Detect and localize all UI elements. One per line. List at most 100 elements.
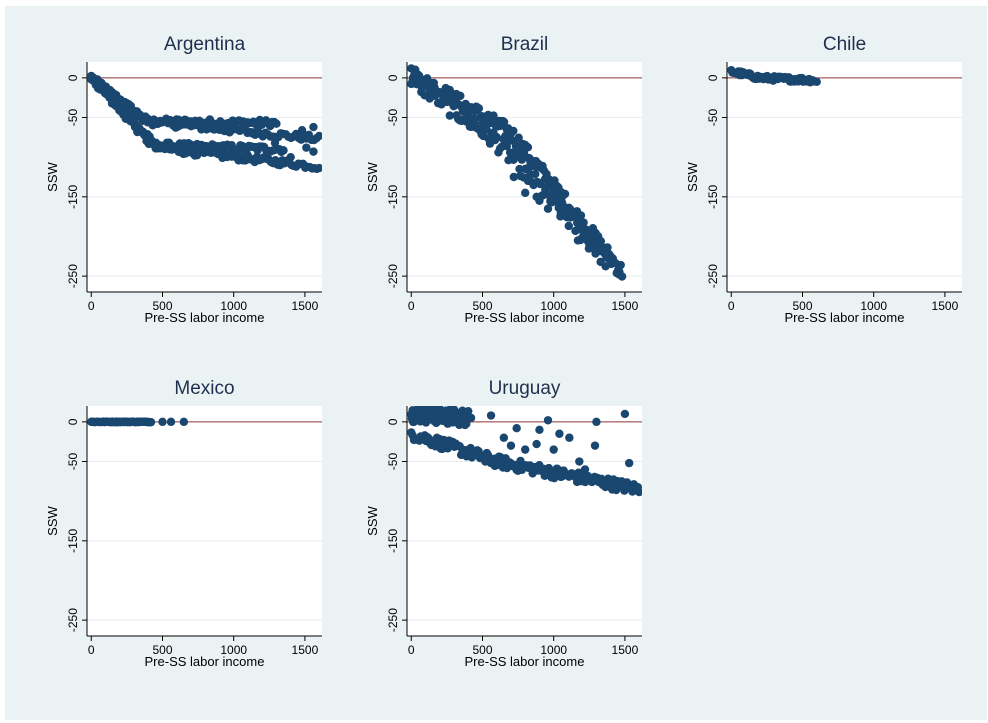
scatter-points xyxy=(87,417,189,427)
data-point xyxy=(523,176,533,186)
data-point xyxy=(464,407,473,416)
data-point xyxy=(585,240,594,249)
data-point xyxy=(512,424,521,433)
data-point xyxy=(573,236,583,245)
x-tick-label: 500 xyxy=(472,643,492,657)
scatter-points xyxy=(407,406,642,497)
y-axis-title: SSW xyxy=(685,161,700,191)
data-point xyxy=(556,208,566,217)
data-point xyxy=(166,417,176,427)
data-point xyxy=(557,198,567,207)
x-tick-label: 1500 xyxy=(932,299,959,313)
panel-uruguay: 0 -50 -150 -250 0 500 1000 1500 Pre-SS labor inc… xyxy=(365,378,642,669)
y-tick-label: -50 xyxy=(706,109,720,127)
y-tick-label: -50 xyxy=(66,453,80,471)
data-point xyxy=(560,189,570,199)
y-tick-label: -150 xyxy=(386,528,400,552)
scatter-points xyxy=(87,71,322,174)
scatter-points xyxy=(407,64,627,281)
data-point xyxy=(574,220,584,230)
panel-title: Argentina xyxy=(164,34,246,55)
data-point xyxy=(543,416,553,425)
panel-brazil: 0 -50 -150 -250 0 500 1000 1500 Pre-SS labor inc… xyxy=(365,34,642,325)
data-point xyxy=(509,172,519,182)
panel-title: Brazil xyxy=(501,34,549,55)
data-point xyxy=(423,80,433,89)
data-point xyxy=(179,417,189,427)
figure-svg: 0 -50 -150 -250 0 500 1000 1500 Pre-SS labor inc… xyxy=(45,34,962,669)
x-tick-label: 0 xyxy=(728,299,735,313)
data-point xyxy=(564,221,573,231)
data-point xyxy=(601,262,610,271)
y-tick-label: -250 xyxy=(66,264,80,288)
x-tick-label: 500 xyxy=(792,299,812,313)
y-tick-label: -50 xyxy=(386,453,400,471)
x-tick-label: 1000 xyxy=(540,643,567,657)
panel-title: Chile xyxy=(823,34,866,55)
y-tick-label: -50 xyxy=(386,109,400,127)
data-point xyxy=(445,111,455,120)
y-tick-label: 0 xyxy=(386,74,400,81)
x-tick-label: 0 xyxy=(88,643,95,657)
data-point xyxy=(297,126,307,135)
x-tick-label: 0 xyxy=(408,643,415,657)
panel-title: Mexico xyxy=(174,378,234,399)
data-point xyxy=(576,211,586,220)
data-point xyxy=(616,260,625,270)
data-point xyxy=(517,155,527,164)
data-point xyxy=(521,445,530,454)
x-tick-label: 1000 xyxy=(220,299,247,313)
scatter-points xyxy=(727,65,821,87)
data-point xyxy=(464,111,473,121)
x-tick-label: 1500 xyxy=(612,643,639,657)
y-tick-label: -150 xyxy=(66,528,80,552)
data-point xyxy=(466,413,476,423)
x-tick-label: 1500 xyxy=(612,299,639,313)
data-point xyxy=(515,164,524,174)
y-axis-title: SSW xyxy=(365,505,380,535)
data-point xyxy=(569,212,579,221)
x-axis-title: Pre-SS labor income xyxy=(145,654,265,669)
data-point xyxy=(272,119,281,128)
x-axis-title: Pre-SS labor income xyxy=(785,310,905,325)
data-point xyxy=(489,111,498,120)
data-point xyxy=(580,465,590,474)
y-tick-label: -250 xyxy=(706,264,720,288)
x-tick-label: 0 xyxy=(408,299,415,313)
data-point xyxy=(594,239,604,248)
data-point xyxy=(535,425,544,434)
data-point xyxy=(146,417,156,427)
x-tick-label: 500 xyxy=(152,299,172,313)
data-point xyxy=(486,411,496,420)
data-point xyxy=(309,147,318,156)
data-point xyxy=(592,417,601,427)
data-point xyxy=(523,143,533,152)
x-tick-label: 500 xyxy=(472,299,492,313)
y-tick-label: -150 xyxy=(66,184,80,208)
data-point xyxy=(474,104,484,113)
x-tick-label: 500 xyxy=(152,643,172,657)
y-tick-label: -50 xyxy=(66,109,80,127)
data-point xyxy=(279,146,288,155)
data-point xyxy=(286,152,295,162)
data-point xyxy=(565,433,574,442)
y-axis-title: SSW xyxy=(45,505,60,535)
data-point xyxy=(158,417,167,427)
data-point xyxy=(542,182,552,192)
y-tick-label: -250 xyxy=(386,264,400,288)
x-tick-label: 1500 xyxy=(292,299,319,313)
data-point xyxy=(506,441,516,450)
data-point xyxy=(314,163,322,173)
data-point xyxy=(509,126,518,136)
panel-argentina: 0 -50 -150 -250 0 500 1000 1500 Pre-SS labor inc… xyxy=(45,34,322,325)
y-tick-label: -150 xyxy=(706,184,720,208)
data-point xyxy=(521,188,530,198)
y-axis-title: SSW xyxy=(45,161,60,191)
x-axis-title: Pre-SS labor income xyxy=(465,310,585,325)
y-tick-label: -250 xyxy=(66,608,80,632)
data-point xyxy=(450,100,460,110)
data-point xyxy=(575,457,584,466)
x-tick-label: 1000 xyxy=(540,299,567,313)
data-point xyxy=(314,131,322,141)
data-point xyxy=(481,457,490,466)
